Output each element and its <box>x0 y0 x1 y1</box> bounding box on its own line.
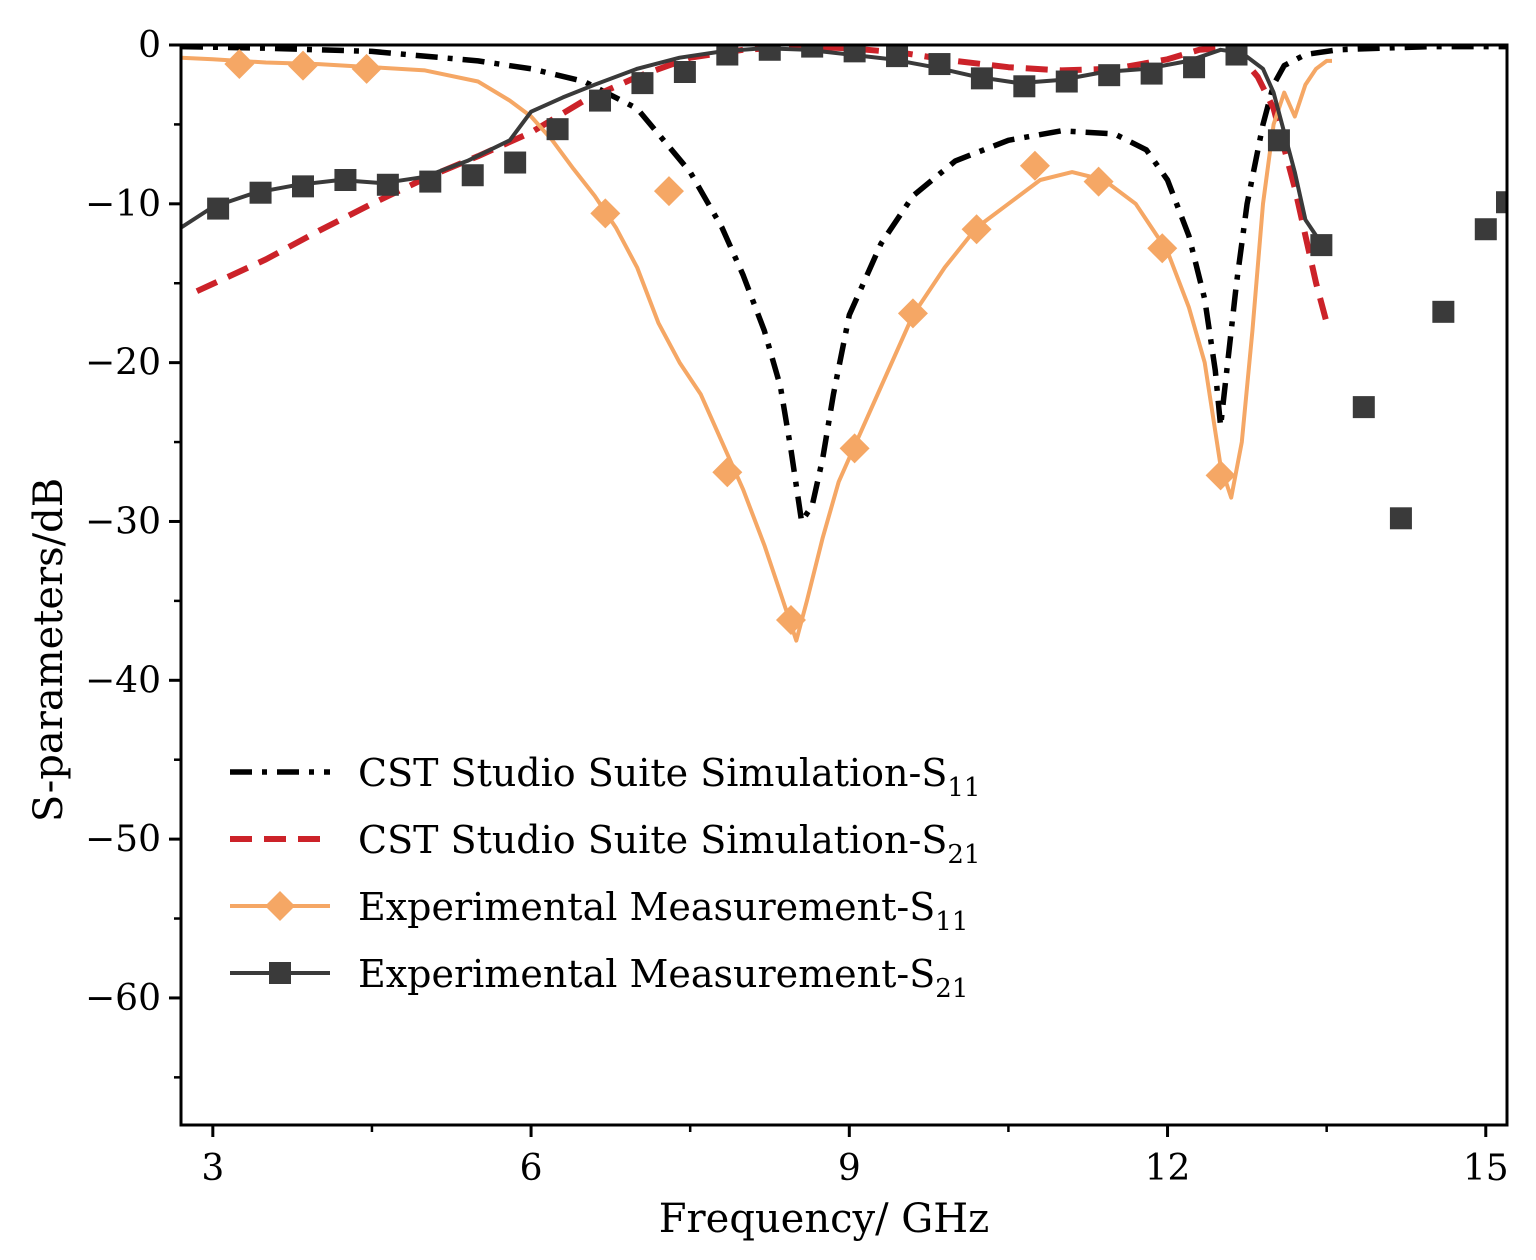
ticks-layer: 3 6 9 12 15 0 −10 −20 −30 −40 −50 −60 <box>85 25 1509 1189</box>
legend-marker <box>265 891 295 921</box>
series-line-sim_s11 <box>181 45 1507 525</box>
data-point-meas_s21 <box>1183 56 1206 79</box>
y-tick-label: −30 <box>85 501 161 542</box>
data-point-meas_s21 <box>376 173 399 196</box>
y-axis-label: S-parameters/dB <box>26 478 72 822</box>
x-tick-label: 9 <box>838 1148 861 1189</box>
x-tick-label: 3 <box>201 1148 224 1189</box>
data-point-meas_s21 <box>758 45 781 61</box>
y-tick-label: −50 <box>85 819 161 860</box>
x-axis-label: Frequency/ GHz <box>659 1196 989 1242</box>
data-point-meas_s21 <box>207 197 230 220</box>
data-point-meas_s21 <box>334 169 357 191</box>
data-point-meas_s11 <box>712 457 743 488</box>
plot-frame <box>179 43 1509 1127</box>
data-point-meas_s21 <box>631 72 654 95</box>
data-point-meas_s21 <box>461 164 484 187</box>
legend-entry-sim_s21: CST Studio Suite Simulation-S21 <box>230 818 980 870</box>
data-point-meas_s21 <box>716 45 739 66</box>
data-point-meas_s21 <box>1225 45 1248 66</box>
data-point-meas_s11 <box>590 198 621 229</box>
y-tick-label: −20 <box>85 343 161 384</box>
data-point-meas_s21 <box>673 61 696 83</box>
data-point-meas_s21 <box>291 175 314 198</box>
legend-entry-sim_s11: CST Studio Suite Simulation-S11 <box>230 751 980 803</box>
data-point-meas_s21 <box>504 151 527 174</box>
data-point-meas_s21 <box>1055 70 1078 93</box>
x-tick-label: 6 <box>520 1148 543 1189</box>
data-point-meas_s21 <box>1098 64 1121 87</box>
series-layer <box>181 45 1507 643</box>
x-tick-label: 15 <box>1463 1148 1509 1189</box>
legend-entry-meas_s21: Experimental Measurement-S21 <box>230 952 968 1004</box>
series-line-meas_s11 <box>181 55 1332 643</box>
data-point-meas_s11 <box>1205 460 1236 491</box>
data-point-meas_s21 <box>1013 75 1036 98</box>
y-tick-label: −60 <box>85 978 161 1019</box>
data-point-meas_s11 <box>287 50 318 81</box>
x-tick-label: 12 <box>1145 1148 1191 1189</box>
series-meas_s21 <box>181 45 1507 530</box>
data-point-meas_s21 <box>249 181 272 204</box>
data-point-meas_s11 <box>839 433 870 464</box>
data-point-meas_s21 <box>801 45 824 58</box>
data-point-meas_s21 <box>1352 396 1375 419</box>
y-tick-label: −40 <box>85 660 161 701</box>
data-point-meas_s21 <box>1267 129 1290 152</box>
data-point-meas_s21 <box>1389 507 1412 530</box>
data-point-meas_s11 <box>961 214 992 245</box>
legend-entry-meas_s11: Experimental Measurement-S11 <box>230 885 968 937</box>
data-point-meas_s21 <box>1140 62 1163 85</box>
data-point-meas_s21 <box>970 67 993 90</box>
legend: CST Studio Suite Simulation-S11 CST Studi… <box>230 751 980 1004</box>
data-point-meas_s21 <box>886 45 909 68</box>
data-point-meas_s11 <box>653 176 684 207</box>
series-line-sim_s21 <box>195 45 1330 324</box>
data-point-meas_s21 <box>1496 191 1507 214</box>
data-point-meas_s21 <box>1432 300 1455 323</box>
data-point-meas_s11 <box>897 298 928 329</box>
series-sim_s21 <box>195 45 1330 324</box>
data-point-meas_s21 <box>843 45 866 63</box>
data-point-meas_s11 <box>1147 233 1178 264</box>
data-point-meas_s11 <box>224 49 255 80</box>
legend-label: CST Studio Suite Simulation-S11 <box>358 751 980 803</box>
legend-label: CST Studio Suite Simulation-S21 <box>358 818 980 870</box>
legend-marker <box>269 962 291 984</box>
series-meas_s11 <box>181 49 1332 643</box>
data-point-meas_s11 <box>775 604 806 635</box>
legend-label: Experimental Measurement-S11 <box>358 885 968 937</box>
data-point-meas_s21 <box>546 118 569 141</box>
data-point-meas_s21 <box>419 170 442 193</box>
data-point-meas_s21 <box>1310 234 1333 257</box>
data-point-meas_s11 <box>1083 166 1114 197</box>
data-point-meas_s11 <box>351 53 382 84</box>
y-tick-label: 0 <box>138 25 161 66</box>
data-point-meas_s21 <box>928 53 951 76</box>
data-point-meas_s11 <box>1019 150 1050 181</box>
y-tick-label: −10 <box>85 184 161 225</box>
series-sim_s11 <box>181 45 1507 525</box>
legend-label: Experimental Measurement-S21 <box>358 952 968 1004</box>
data-point-meas_s21 <box>1474 218 1497 241</box>
data-point-meas_s21 <box>589 89 612 112</box>
